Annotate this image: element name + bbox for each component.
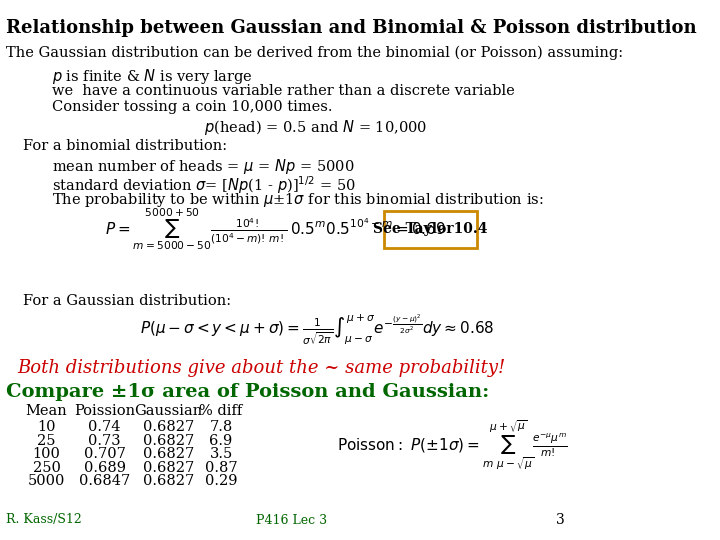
Text: 0.6827: 0.6827 — [143, 434, 194, 448]
Text: R. Kass/S12: R. Kass/S12 — [6, 514, 81, 526]
Text: 0.74: 0.74 — [89, 420, 121, 434]
Text: mean number of heads = $\mu$ = $Np$ = 5000: mean number of heads = $\mu$ = $Np$ = 50… — [53, 157, 355, 176]
Text: 10: 10 — [37, 420, 55, 434]
Text: % diff: % diff — [199, 404, 243, 418]
Text: we  have a continuous variable rather than a discrete variable: we have a continuous variable rather tha… — [53, 84, 515, 98]
Text: 5000: 5000 — [28, 474, 66, 488]
Text: 3: 3 — [556, 512, 564, 526]
Text: Both distributions give about the ~ same probability!: Both distributions give about the ~ same… — [17, 359, 505, 377]
Text: 0.87: 0.87 — [204, 461, 238, 475]
Text: $p$(head) = 0.5 and $N$ = 10,000: $p$(head) = 0.5 and $N$ = 10,000 — [204, 118, 427, 137]
Text: 7.8: 7.8 — [210, 420, 233, 434]
FancyBboxPatch shape — [384, 211, 477, 248]
Text: 0.6827: 0.6827 — [143, 420, 194, 434]
Text: Relationship between Gaussian and Binomial & Poisson distribution: Relationship between Gaussian and Binomi… — [6, 19, 696, 37]
Text: 0.689: 0.689 — [84, 461, 126, 475]
Text: $p$ is finite & $N$ is very large: $p$ is finite & $N$ is very large — [53, 68, 253, 86]
Text: $\mathrm{Poisson}:\ P(\pm 1\sigma) = \sum_{m\ \mu-\sqrt{\mu}}^{\mu+\sqrt{\mu}} \: $\mathrm{Poisson}:\ P(\pm 1\sigma) = \su… — [338, 418, 568, 472]
Text: 3.5: 3.5 — [210, 447, 233, 461]
Text: Mean: Mean — [26, 404, 68, 418]
Text: standard deviation $\sigma$= [$Np$(1 - $p$)]$^{1/2}$ = 50: standard deviation $\sigma$= [$Np$(1 - $… — [53, 174, 356, 195]
Text: 0.73: 0.73 — [89, 434, 121, 448]
Text: 0.6847: 0.6847 — [79, 474, 130, 488]
Text: 0.6827: 0.6827 — [143, 474, 194, 488]
Text: The probability to be within $\mu$±1$\sigma$ for this binomial distribution is:: The probability to be within $\mu$±1$\si… — [53, 191, 544, 209]
Text: Gaussian: Gaussian — [135, 404, 203, 418]
Text: 100: 100 — [32, 447, 60, 461]
Text: 0.29: 0.29 — [204, 474, 238, 488]
Text: Poission: Poission — [74, 404, 135, 418]
Text: 0.707: 0.707 — [84, 447, 126, 461]
Text: $P = \sum_{m=5000-50}^{5000+50} \frac{10^4!}{(10^4-m)!\,m!}\,0.5^m 0.5^{10^4-m} : $P = \sum_{m=5000-50}^{5000+50} \frac{10… — [104, 207, 446, 252]
Text: See Taylor10.4: See Taylor10.4 — [373, 222, 487, 237]
Text: 0.6827: 0.6827 — [143, 461, 194, 475]
Text: Compare ±1σ area of Poisson and Gaussian:: Compare ±1σ area of Poisson and Gaussian… — [6, 383, 489, 401]
Text: 25: 25 — [37, 434, 55, 448]
Text: The Gaussian distribution can be derived from the binomial (or Poisson) assuming: The Gaussian distribution can be derived… — [6, 46, 623, 60]
Text: Consider tossing a coin 10,000 times.: Consider tossing a coin 10,000 times. — [53, 100, 333, 114]
Text: 0.6827: 0.6827 — [143, 447, 194, 461]
Text: $P(\mu-\sigma < y < \mu+\sigma) = \frac{1}{\sigma\sqrt{2\pi}} \int_{\mu-\sigma}^: $P(\mu-\sigma < y < \mu+\sigma) = \frac{… — [140, 312, 494, 347]
Text: 250: 250 — [32, 461, 60, 475]
Text: For a Gaussian distribution:: For a Gaussian distribution: — [23, 294, 231, 308]
Text: 6.9: 6.9 — [210, 434, 233, 448]
Text: P416 Lec 3: P416 Lec 3 — [256, 514, 327, 526]
Text: For a binomial distribution:: For a binomial distribution: — [23, 139, 228, 153]
